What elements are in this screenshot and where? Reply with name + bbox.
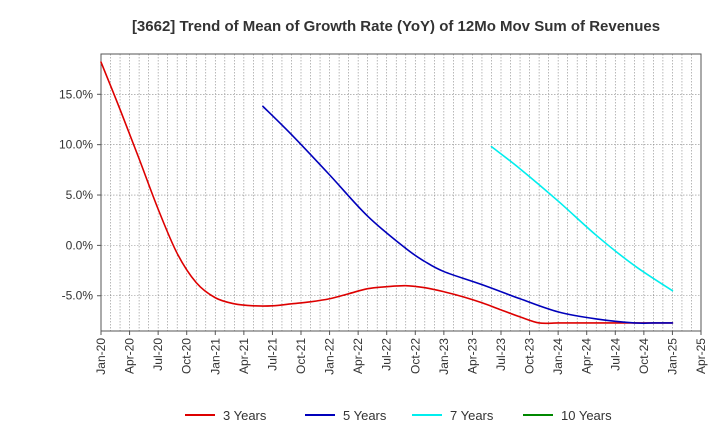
- plot-area: 15.0% 10.0% 5.0% 0.0% -5.0% Jan-20 Apr-20 Jul-2…: [59, 53, 708, 375]
- x-tick-label: Jan-24: [551, 338, 565, 375]
- plot-background: [101, 54, 701, 331]
- legend-label-3-years: 3 Years: [223, 408, 267, 423]
- plot-border: [100, 53, 702, 332]
- y-tick-label: 0.0%: [66, 238, 94, 252]
- x-tick-label: Jul-23: [494, 338, 508, 371]
- legend-label-5-years: 5 Years: [343, 408, 387, 423]
- x-tick-label: Jul-22: [380, 338, 394, 371]
- chart-title: [3662] Trend of Mean of Growth Rate (YoY…: [132, 18, 660, 35]
- x-tick-label: Apr-21: [237, 338, 251, 374]
- x-tick-label: Oct-24: [637, 338, 651, 374]
- x-tick-label: Jul-20: [151, 338, 165, 371]
- series-line-3-years: [100, 61, 674, 325]
- x-tick-label: Apr-20: [123, 338, 137, 374]
- y-tick-label: -5.0%: [62, 289, 94, 303]
- x-tick-label: Apr-25: [694, 338, 708, 374]
- x-tick-label: Apr-24: [580, 338, 594, 374]
- legend: 3 Years 5 Years 7 Years 10 Years: [185, 408, 612, 423]
- x-tick-label: Oct-20: [180, 338, 194, 374]
- x-tick-label: Jan-25: [665, 338, 679, 375]
- x-tick-label: Jul-21: [265, 338, 279, 371]
- x-tick-label: Oct-21: [294, 338, 308, 374]
- y-tick-label: 15.0%: [59, 87, 93, 101]
- x-tick-label: Jan-22: [323, 338, 337, 375]
- x-tick-label: Jan-23: [437, 338, 451, 375]
- x-tick-label: Apr-22: [351, 338, 365, 374]
- series-line-7-years: [490, 145, 674, 292]
- y-tick-label: 5.0%: [66, 188, 94, 202]
- legend-label-7-years: 7 Years: [450, 408, 494, 423]
- legend-label-10-years: 10 Years: [561, 408, 612, 423]
- x-tick-label: Jul-24: [608, 338, 622, 371]
- x-tick-label: Jan-20: [94, 338, 108, 375]
- series-line-5-years: [262, 105, 674, 325]
- x-tick-label: Jan-21: [208, 338, 222, 375]
- x-tick-label: Oct-23: [523, 338, 537, 374]
- x-tick-label: Oct-22: [408, 338, 422, 374]
- y-tick-label: 10.0%: [59, 138, 93, 152]
- x-tick-label: Apr-23: [465, 338, 479, 374]
